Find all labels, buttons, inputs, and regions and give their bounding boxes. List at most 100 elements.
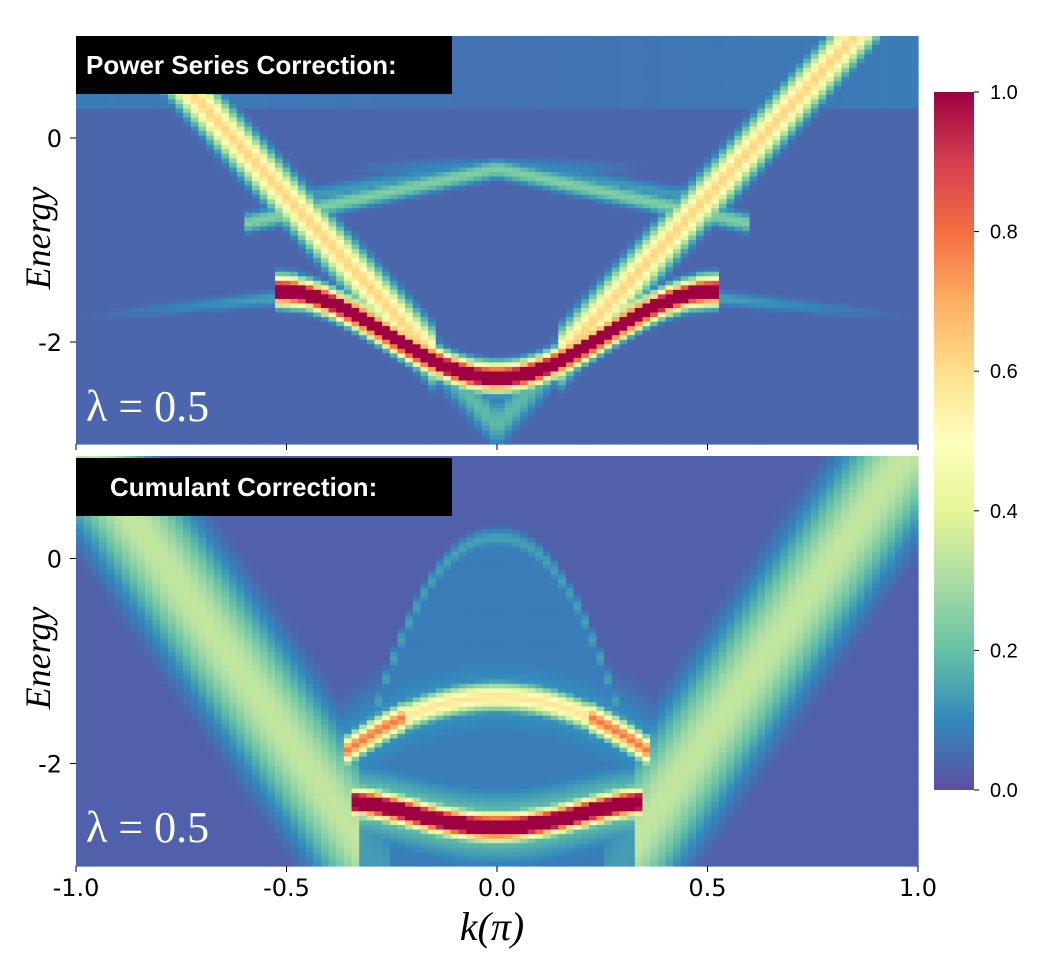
- power-series-cell: [167, 398, 177, 404]
- power-series-cell: [98, 425, 108, 431]
- power-series-cell: [305, 289, 314, 295]
- power-series-cell: [481, 226, 490, 232]
- power-series-cell: [359, 294, 368, 300]
- power-series-cell: [458, 312, 467, 318]
- power-series-cell: [106, 176, 115, 182]
- power-series-cell: [137, 407, 146, 413]
- power-series-cell: [458, 131, 467, 137]
- power-series-cell: [343, 122, 353, 128]
- power-series-cell: [259, 185, 268, 191]
- power-series-cell: [175, 162, 184, 169]
- power-series-cell: [236, 335, 245, 341]
- power-series-cell: [229, 235, 238, 241]
- power-series-cell: [474, 294, 483, 300]
- power-series-cell: [366, 249, 376, 255]
- power-series-cell: [359, 194, 368, 200]
- power-series-cell: [405, 240, 414, 246]
- power-series-cell: [451, 439, 460, 445]
- power-series-cell: [275, 122, 284, 128]
- power-series-cell: [443, 221, 452, 227]
- power-series-cell: [275, 144, 284, 150]
- power-series-cell: [229, 407, 238, 413]
- power-series-cell: [183, 330, 192, 336]
- power-series-cell: [443, 113, 452, 119]
- power-series-cell: [405, 366, 414, 373]
- power-series-cell: [351, 221, 360, 227]
- power-series-cell: [412, 94, 422, 101]
- power-series-cell: [236, 212, 245, 218]
- power-series-cell: [144, 394, 154, 400]
- power-series-cell: [405, 158, 414, 164]
- power-series-cell: [206, 249, 215, 255]
- power-series-cell: [481, 217, 490, 223]
- power-series-cell: [489, 294, 498, 300]
- power-series-cell: [328, 398, 337, 404]
- power-series-cell: [451, 54, 460, 60]
- power-series-cell: [121, 122, 131, 128]
- power-series-cell: [343, 366, 353, 373]
- power-series-cell: [420, 221, 429, 227]
- power-series-cell: [290, 172, 299, 178]
- power-series-cell: [137, 122, 146, 128]
- power-series-cell: [129, 276, 138, 282]
- power-series-cell: [420, 362, 429, 368]
- power-series-cell: [290, 113, 299, 119]
- power-series-cell: [497, 58, 506, 64]
- power-series-cell: [458, 294, 467, 300]
- power-series-cell: [497, 235, 506, 241]
- power-series-cell: [267, 317, 276, 323]
- power-series-cell: [190, 162, 200, 169]
- power-series-cell: [198, 149, 207, 155]
- power-series-cell: [412, 362, 422, 368]
- power-series-cell: [129, 267, 138, 273]
- power-series-cell: [175, 362, 184, 368]
- power-series-cell: [389, 212, 399, 218]
- power-series-cell: [267, 421, 276, 427]
- power-series-cell: [458, 335, 467, 341]
- power-series-cell: [382, 194, 391, 200]
- power-series-cell: [282, 240, 291, 246]
- power-series-cell: [297, 131, 307, 137]
- power-series-cell: [121, 176, 131, 182]
- power-series-cell: [305, 308, 314, 314]
- power-series-cell: [244, 348, 253, 354]
- power-series-cell: [374, 267, 383, 273]
- power-series-cell: [481, 81, 490, 87]
- power-series-cell: [190, 244, 200, 250]
- power-series-cell: [351, 167, 360, 173]
- power-series-cell: [481, 394, 490, 400]
- power-series-cell: [206, 226, 215, 232]
- power-series-cell: [320, 389, 330, 395]
- power-series-cell: [405, 122, 414, 128]
- power-series-cell: [405, 126, 414, 132]
- power-series-cell: [405, 289, 414, 295]
- power-series-cell: [175, 439, 184, 445]
- power-series-cell: [466, 376, 475, 382]
- power-series-cell: [259, 348, 268, 354]
- power-series-cell: [305, 276, 314, 282]
- power-series-cell: [175, 434, 184, 441]
- power-series-cell: [252, 376, 261, 382]
- power-series-cell: [420, 176, 429, 182]
- power-series-cell: [167, 380, 177, 386]
- power-series-cell: [98, 376, 108, 382]
- power-series-cell: [351, 403, 360, 409]
- power-series-cell: [412, 289, 422, 295]
- power-series-cell: [481, 344, 490, 350]
- power-series-cell: [213, 412, 223, 418]
- power-series-cell: [144, 376, 154, 382]
- power-series-cell: [351, 122, 360, 128]
- power-series-cell: [213, 312, 223, 318]
- power-series-cell: [343, 108, 353, 114]
- power-series-cell: [98, 221, 108, 227]
- power-series-cell: [428, 185, 437, 191]
- power-series-cell: [389, 144, 399, 150]
- power-series-cell: [114, 217, 123, 223]
- power-series-cell: [106, 357, 115, 363]
- power-series-cell: [405, 421, 414, 427]
- power-series-cell: [405, 398, 414, 404]
- power-series-cell: [451, 362, 460, 368]
- power-series-cell: [343, 217, 353, 223]
- power-series-cell: [290, 199, 299, 205]
- power-series-cell: [114, 194, 123, 200]
